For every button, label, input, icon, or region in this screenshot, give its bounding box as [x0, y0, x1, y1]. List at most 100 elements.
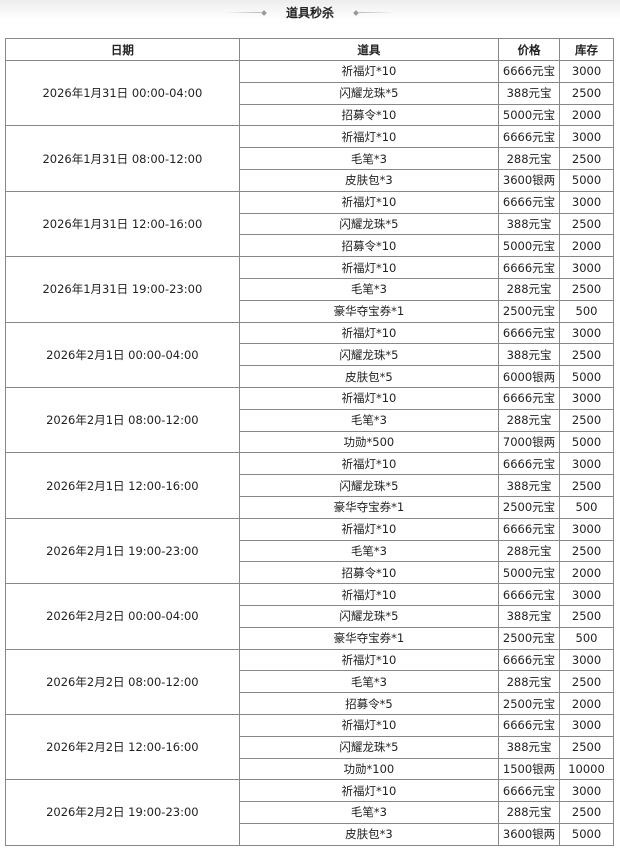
item-cell: 功勋*100 [238, 757, 500, 781]
date-cell: 2026年2月2日 00:00-04:00 [5, 583, 240, 650]
table-row: 2026年1月31日 12:00-16:00 祈福灯*10 6666元宝 3000 [5, 190, 614, 258]
item-cell: 闪耀龙珠*5 [238, 81, 500, 105]
date-cell: 2026年2月2日 12:00-16:00 [5, 713, 240, 781]
table-row: 闪耀龙珠*5 388元宝 2500 [6, 474, 614, 497]
stock-cell: 3000 [559, 583, 614, 606]
item-cell: 闪耀龙珠*5 [238, 212, 500, 236]
price-cell: 288元宝 [498, 277, 561, 301]
item-cell: 闪耀龙珠*5 [238, 474, 500, 497]
date-cell: 2026年2月1日 00:00-04:00 [5, 321, 240, 388]
section-header: 道具秒杀 [0, 2, 620, 21]
table-row: 2026年2月2日 08:00-12:00 祈福灯*10 6666元宝 3000 [5, 648, 614, 715]
stock-cell: 2500 [559, 604, 614, 628]
diamond-icon [353, 9, 359, 16]
price-cell: 2500元宝 [498, 692, 561, 715]
price-cell: 388元宝 [498, 474, 561, 497]
table-row: 闪耀龙珠*5 388元宝 2500 [6, 604, 614, 628]
price-cell: 5000元宝 [498, 103, 561, 127]
date-cell: 2026年2月1日 19:00-23:00 [5, 517, 240, 585]
stock-cell: 2500 [559, 81, 614, 105]
table-row: 2026年1月31日 19:00-23:00 祈福灯*10 6666元宝 3000 [5, 256, 614, 323]
stock-cell: 3000 [559, 321, 614, 345]
item-cell: 祈福灯*10 [238, 60, 500, 83]
date-cell: 2026年1月31日 08:00-12:00 [5, 125, 240, 192]
item-cell: 毛笔*3 [238, 147, 500, 170]
item-cell: 招募令*10 [238, 561, 500, 585]
stock-cell: 2500 [559, 539, 614, 563]
price-cell: 388元宝 [498, 81, 561, 105]
table-row: 2026年1月31日 00:00-04:00 祈福灯*10 6666元宝 3000 [5, 59, 614, 127]
item-cell: 闪耀龙珠*5 [238, 343, 500, 367]
price-cell: 388元宝 [498, 212, 561, 236]
item-cell: 毛笔*3 [238, 801, 500, 824]
table-row: 功勋*100 1500银两 10000 [6, 757, 614, 781]
header-row: 日期 道具 价格 库存 [5, 38, 614, 61]
item-cell: 招募令*10 [238, 103, 500, 127]
date-cell: 2026年2月2日 08:00-12:00 [5, 648, 240, 715]
price-cell: 6666元宝 [498, 321, 561, 345]
stock-cell: 3000 [559, 125, 614, 149]
item-cell: 皮肤包*3 [238, 822, 500, 846]
stock-cell: 10000 [559, 757, 614, 781]
stock-cell: 3000 [559, 779, 614, 803]
price-cell: 6666元宝 [498, 779, 561, 803]
header-stock: 库存 [559, 38, 614, 61]
stock-cell: 3000 [559, 386, 614, 410]
date-cell: 2026年1月31日 19:00-23:00 [5, 256, 240, 323]
item-cell: 祈福灯*10 [238, 779, 500, 803]
page-title: 道具秒杀 [285, 6, 334, 20]
item-cell: 祈福灯*10 [238, 648, 500, 672]
stock-cell: 2500 [559, 735, 614, 759]
stock-cell: 3000 [559, 190, 614, 214]
item-cell: 毛笔*3 [238, 539, 500, 563]
stock-cell: 500 [559, 299, 614, 323]
item-cell: 祈福灯*10 [238, 452, 500, 476]
price-cell: 3600银两 [498, 822, 561, 846]
price-cell: 6666元宝 [498, 256, 561, 279]
stock-cell: 3000 [559, 517, 614, 541]
table-row: 2026年2月1日 12:00-16:00 祈福灯*10 6666元宝 3000 [5, 452, 614, 519]
item-cell: 祈福灯*10 [238, 583, 500, 606]
date-cell: 2026年2月1日 12:00-16:00 [5, 452, 240, 519]
item-cell: 毛笔*3 [238, 408, 500, 432]
header-date: 日期 [5, 38, 240, 61]
price-cell: 3600银两 [498, 168, 561, 192]
item-cell: 闪耀龙珠*5 [238, 604, 500, 628]
item-cell: 祈福灯*10 [238, 190, 500, 214]
table-row: 2026年1月31日 08:00-12:00 祈福灯*10 6666元宝 3000 [5, 125, 614, 192]
stock-cell: 5000 [559, 365, 614, 388]
item-cell: 招募令*5 [238, 692, 500, 715]
stock-cell: 3000 [559, 256, 614, 279]
price-cell: 6666元宝 [498, 713, 561, 737]
stock-cell: 2000 [559, 561, 614, 585]
stock-cell: 5000 [559, 822, 614, 846]
price-cell: 288元宝 [498, 408, 561, 432]
stock-cell: 5000 [559, 168, 614, 192]
price-cell: 288元宝 [498, 147, 561, 170]
price-cell: 388元宝 [498, 604, 561, 628]
table-body: 2026年1月31日 00:00-04:00 祈福灯*10 6666元宝 3000 闪耀… [5, 59, 614, 846]
price-cell: 288元宝 [498, 801, 561, 824]
stock-cell: 2500 [559, 670, 614, 694]
item-cell: 豪华夺宝券*1 [238, 495, 500, 519]
stock-cell: 3000 [559, 713, 614, 737]
table-row: 毛笔*3 288元宝 2500 [6, 539, 614, 563]
table-row: 招募令*10 5000元宝 2000 [6, 561, 614, 585]
table-row: 2026年2月2日 12:00-16:00 祈福灯*10 6666元宝 3000 [5, 713, 614, 781]
price-cell: 6666元宝 [498, 60, 561, 83]
stock-cell: 2000 [559, 692, 614, 715]
table-row: 毛笔*3 288元宝 2500 [6, 277, 614, 301]
item-cell: 豪华夺宝券*1 [238, 626, 500, 650]
price-cell: 6666元宝 [498, 648, 561, 672]
item-cell: 祈福灯*10 [238, 386, 500, 410]
price-cell: 5000元宝 [498, 561, 561, 585]
stock-cell: 2500 [559, 408, 614, 432]
header-item: 道具 [238, 38, 500, 61]
item-cell: 祈福灯*10 [238, 517, 500, 541]
stock-cell: 2500 [559, 343, 614, 367]
item-cell: 功勋*500 [238, 430, 500, 454]
price-cell: 6666元宝 [498, 125, 561, 149]
table-row: 2026年2月1日 19:00-23:00 祈福灯*10 6666元宝 3000 [5, 517, 614, 585]
item-cell: 皮肤包*3 [238, 168, 500, 192]
item-cell: 毛笔*3 [238, 277, 500, 301]
